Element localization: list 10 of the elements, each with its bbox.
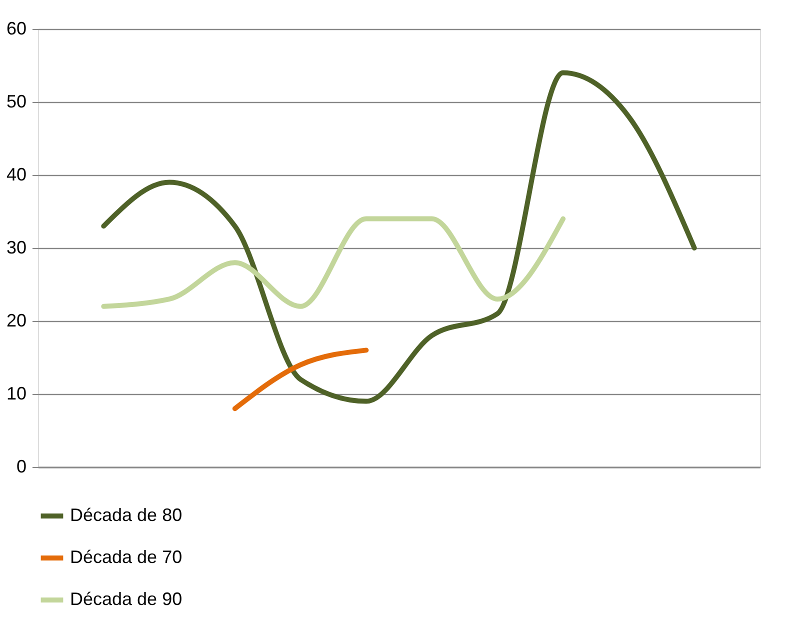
y-tick-label: 10 xyxy=(6,384,26,404)
y-tick-label: 0 xyxy=(16,456,26,476)
y-tick-label: 30 xyxy=(6,238,26,258)
legend-label: Década de 90 xyxy=(70,589,182,609)
y-tick-label: 20 xyxy=(6,310,26,330)
y-tick-label: 50 xyxy=(6,92,26,112)
legend-label: Década de 80 xyxy=(70,505,182,525)
y-tick-label: 60 xyxy=(6,18,26,38)
legend-label: Década de 70 xyxy=(70,547,182,567)
y-tick-label: 40 xyxy=(6,164,26,184)
